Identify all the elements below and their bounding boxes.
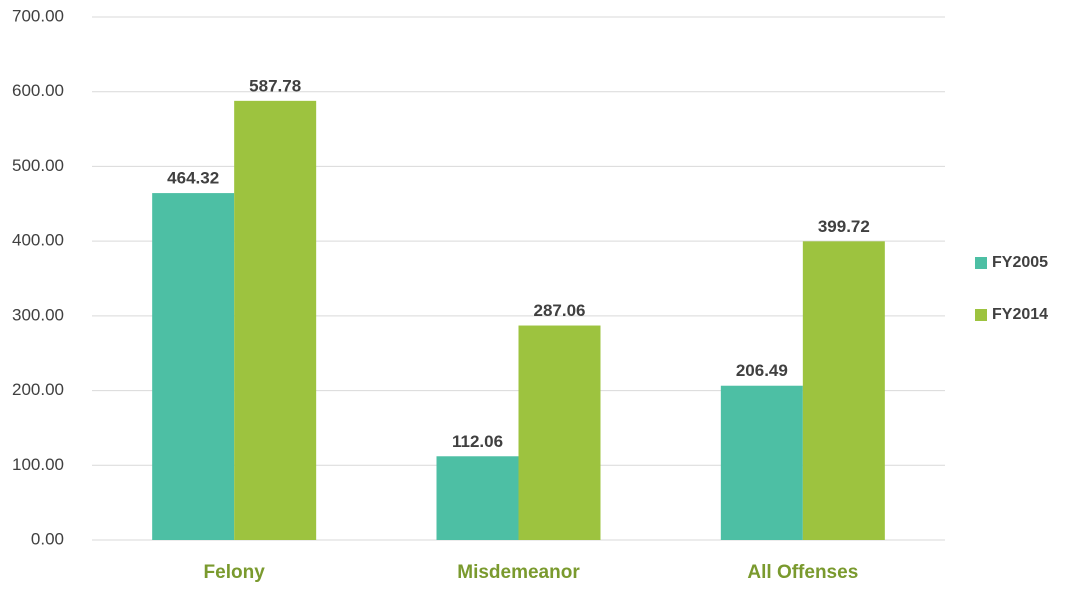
data-label: 206.49 bbox=[736, 361, 788, 380]
legend-swatch bbox=[975, 257, 987, 269]
data-label: 587.78 bbox=[249, 76, 301, 95]
data-label: 464.32 bbox=[167, 169, 219, 188]
y-tick-label: 300.00 bbox=[12, 305, 64, 324]
data-label: 287.06 bbox=[534, 301, 586, 320]
x-tick-label: Felony bbox=[204, 562, 266, 583]
bar bbox=[720, 385, 803, 540]
y-tick-label: 0.00 bbox=[31, 529, 64, 548]
legend-label: FY2014 bbox=[992, 306, 1048, 323]
y-tick-label: 200.00 bbox=[12, 380, 64, 399]
y-tick-label: 100.00 bbox=[12, 455, 64, 474]
y-tick-label: 700.00 bbox=[12, 6, 64, 25]
y-tick-label: 500.00 bbox=[12, 156, 64, 175]
x-tick-label: Misdemeanor bbox=[457, 562, 580, 583]
data-label: 112.06 bbox=[452, 432, 503, 451]
bar bbox=[802, 241, 885, 540]
x-tick-label: All Offenses bbox=[747, 562, 858, 583]
bar bbox=[234, 100, 317, 541]
y-tick-label: 600.00 bbox=[12, 81, 64, 100]
y-tick-label: 400.00 bbox=[12, 231, 64, 250]
bar bbox=[518, 325, 601, 540]
bar bbox=[152, 193, 235, 541]
legend-label: FY2005 bbox=[992, 254, 1048, 271]
bar bbox=[436, 456, 519, 540]
legend-swatch bbox=[975, 309, 987, 321]
data-label: 399.72 bbox=[818, 217, 870, 236]
